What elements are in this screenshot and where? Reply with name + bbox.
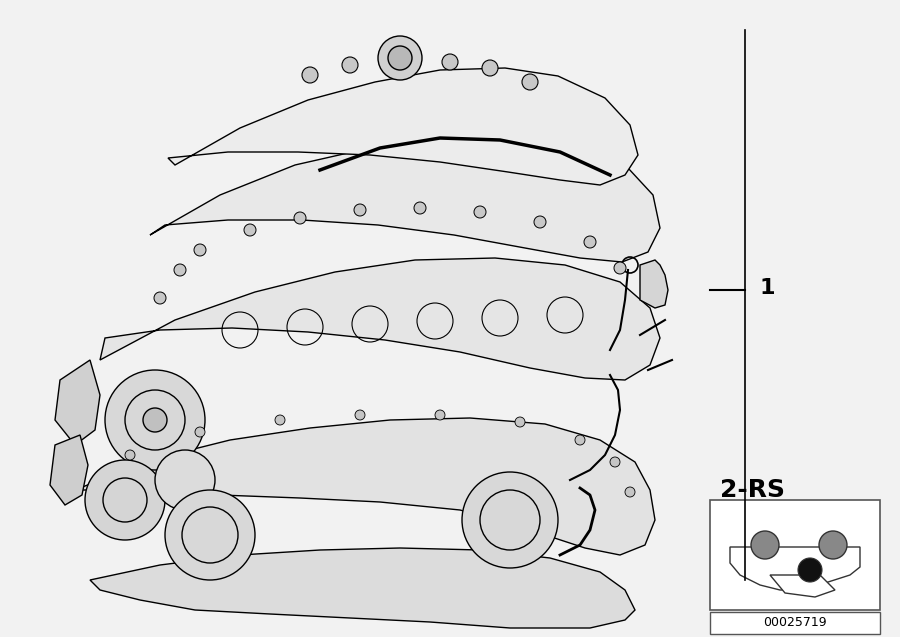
Circle shape (354, 204, 366, 216)
Circle shape (474, 206, 486, 218)
Circle shape (614, 262, 626, 274)
Text: 1: 1 (760, 278, 776, 298)
Circle shape (355, 410, 365, 420)
Circle shape (85, 460, 165, 540)
Polygon shape (100, 258, 660, 380)
Text: 00025719: 00025719 (763, 617, 827, 629)
Polygon shape (55, 360, 100, 445)
Circle shape (462, 472, 558, 568)
Circle shape (751, 531, 779, 559)
Polygon shape (640, 260, 668, 308)
Circle shape (515, 417, 525, 427)
Circle shape (522, 74, 538, 90)
Bar (710, 612, 880, 634)
Circle shape (442, 54, 458, 70)
Bar (710, 500, 880, 610)
Circle shape (342, 57, 358, 73)
Circle shape (610, 457, 620, 467)
Circle shape (625, 487, 635, 497)
Polygon shape (730, 547, 860, 590)
Polygon shape (168, 68, 638, 185)
Circle shape (195, 427, 205, 437)
Circle shape (482, 60, 498, 76)
Circle shape (125, 450, 135, 460)
Circle shape (174, 264, 186, 276)
Circle shape (798, 558, 822, 582)
Circle shape (819, 531, 847, 559)
Circle shape (302, 67, 318, 83)
Polygon shape (770, 575, 835, 597)
Circle shape (244, 224, 256, 236)
Circle shape (105, 370, 205, 470)
Circle shape (165, 490, 255, 580)
Circle shape (294, 212, 306, 224)
Polygon shape (90, 548, 635, 628)
Circle shape (378, 36, 422, 80)
Circle shape (194, 244, 206, 256)
Circle shape (388, 46, 412, 70)
Circle shape (154, 292, 166, 304)
Circle shape (155, 450, 215, 510)
Circle shape (584, 236, 596, 248)
Polygon shape (75, 418, 655, 555)
Circle shape (275, 415, 285, 425)
Polygon shape (150, 138, 660, 262)
Circle shape (143, 408, 167, 432)
Text: 2-RS: 2-RS (720, 478, 785, 502)
Circle shape (435, 410, 445, 420)
Circle shape (534, 216, 546, 228)
Circle shape (414, 202, 426, 214)
Circle shape (575, 435, 585, 445)
Polygon shape (50, 435, 88, 505)
